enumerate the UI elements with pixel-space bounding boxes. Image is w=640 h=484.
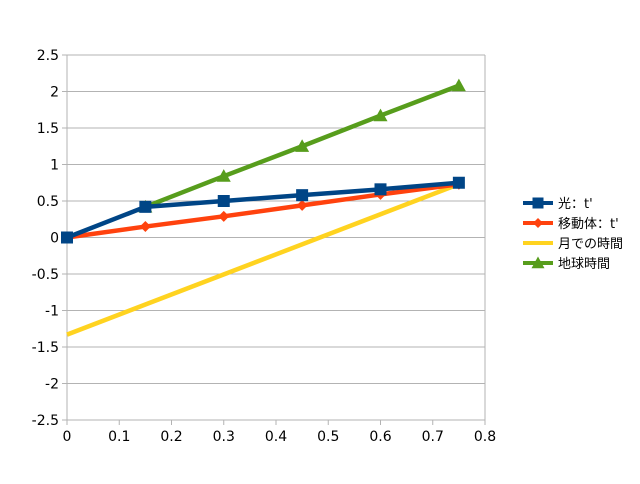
x-tick-label: 0 bbox=[63, 429, 72, 445]
data-point-marker bbox=[296, 199, 308, 211]
y-tick-label: -2 bbox=[45, 377, 59, 393]
legend-item: 地球時間 bbox=[523, 256, 610, 272]
y-tick-label: 0.5 bbox=[37, 194, 59, 210]
legend-item: 光：t' bbox=[523, 197, 593, 212]
x-tick-label: 0.2 bbox=[160, 429, 182, 445]
data-point-marker bbox=[139, 200, 152, 213]
y-tick-label: 0 bbox=[50, 231, 59, 247]
data-point-marker bbox=[61, 231, 73, 244]
data-point-marker bbox=[374, 183, 387, 196]
legend-item: 移動体：t' bbox=[523, 217, 619, 232]
series-line bbox=[66, 182, 460, 337]
y-tick-label: -2.5 bbox=[32, 413, 59, 429]
series-group bbox=[61, 176, 465, 244]
legend-label: 地球時間 bbox=[558, 257, 610, 272]
series-layer bbox=[61, 78, 466, 337]
legend-swatch-marker bbox=[531, 256, 545, 269]
y-tick-label: 2.5 bbox=[37, 48, 59, 64]
legend-item: 月での時間 bbox=[523, 237, 623, 252]
legend-swatch-marker bbox=[533, 218, 543, 228]
data-point-marker bbox=[451, 78, 466, 92]
data-point-marker bbox=[139, 221, 151, 233]
x-tick-label: 0.5 bbox=[317, 429, 339, 445]
data-point-marker bbox=[216, 169, 231, 182]
legend-label: 月での時間 bbox=[558, 237, 623, 252]
grid-layer bbox=[67, 54, 485, 421]
data-point-marker bbox=[296, 189, 309, 202]
y-tick-label: -1 bbox=[45, 304, 59, 320]
series-group bbox=[66, 182, 460, 337]
x-tick-label: 0.1 bbox=[108, 429, 130, 445]
series-line bbox=[66, 180, 460, 240]
legend-swatch-marker bbox=[532, 197, 544, 209]
x-tick-label: 0.7 bbox=[422, 429, 444, 445]
data-point-marker bbox=[217, 195, 230, 207]
x-tick-label: 0.6 bbox=[369, 429, 391, 445]
y-tick-label: 1.5 bbox=[37, 121, 59, 137]
x-tick-label: 0.4 bbox=[265, 429, 287, 445]
series-line bbox=[66, 181, 460, 240]
legend-label: 光：t' bbox=[558, 197, 593, 212]
data-point-marker bbox=[373, 108, 388, 122]
data-point-marker bbox=[295, 139, 310, 152]
data-point-marker bbox=[218, 210, 230, 222]
y-tick-label: 2 bbox=[50, 85, 59, 101]
y-tick-label: -1.5 bbox=[32, 340, 59, 356]
axes-layer: 2.521.510.50-0.5-1-1.5-2-2.50 0.1 0.2 0.3 0.… bbox=[32, 48, 496, 445]
y-tick-label: 1 bbox=[50, 158, 59, 174]
data-point-marker bbox=[452, 176, 465, 189]
x-tick-label: 0.8 bbox=[474, 429, 496, 445]
y-tick-label: -0.5 bbox=[32, 267, 59, 283]
legend-label: 移動体：t' bbox=[558, 217, 619, 232]
x-tick-label: 0.3 bbox=[213, 429, 235, 445]
